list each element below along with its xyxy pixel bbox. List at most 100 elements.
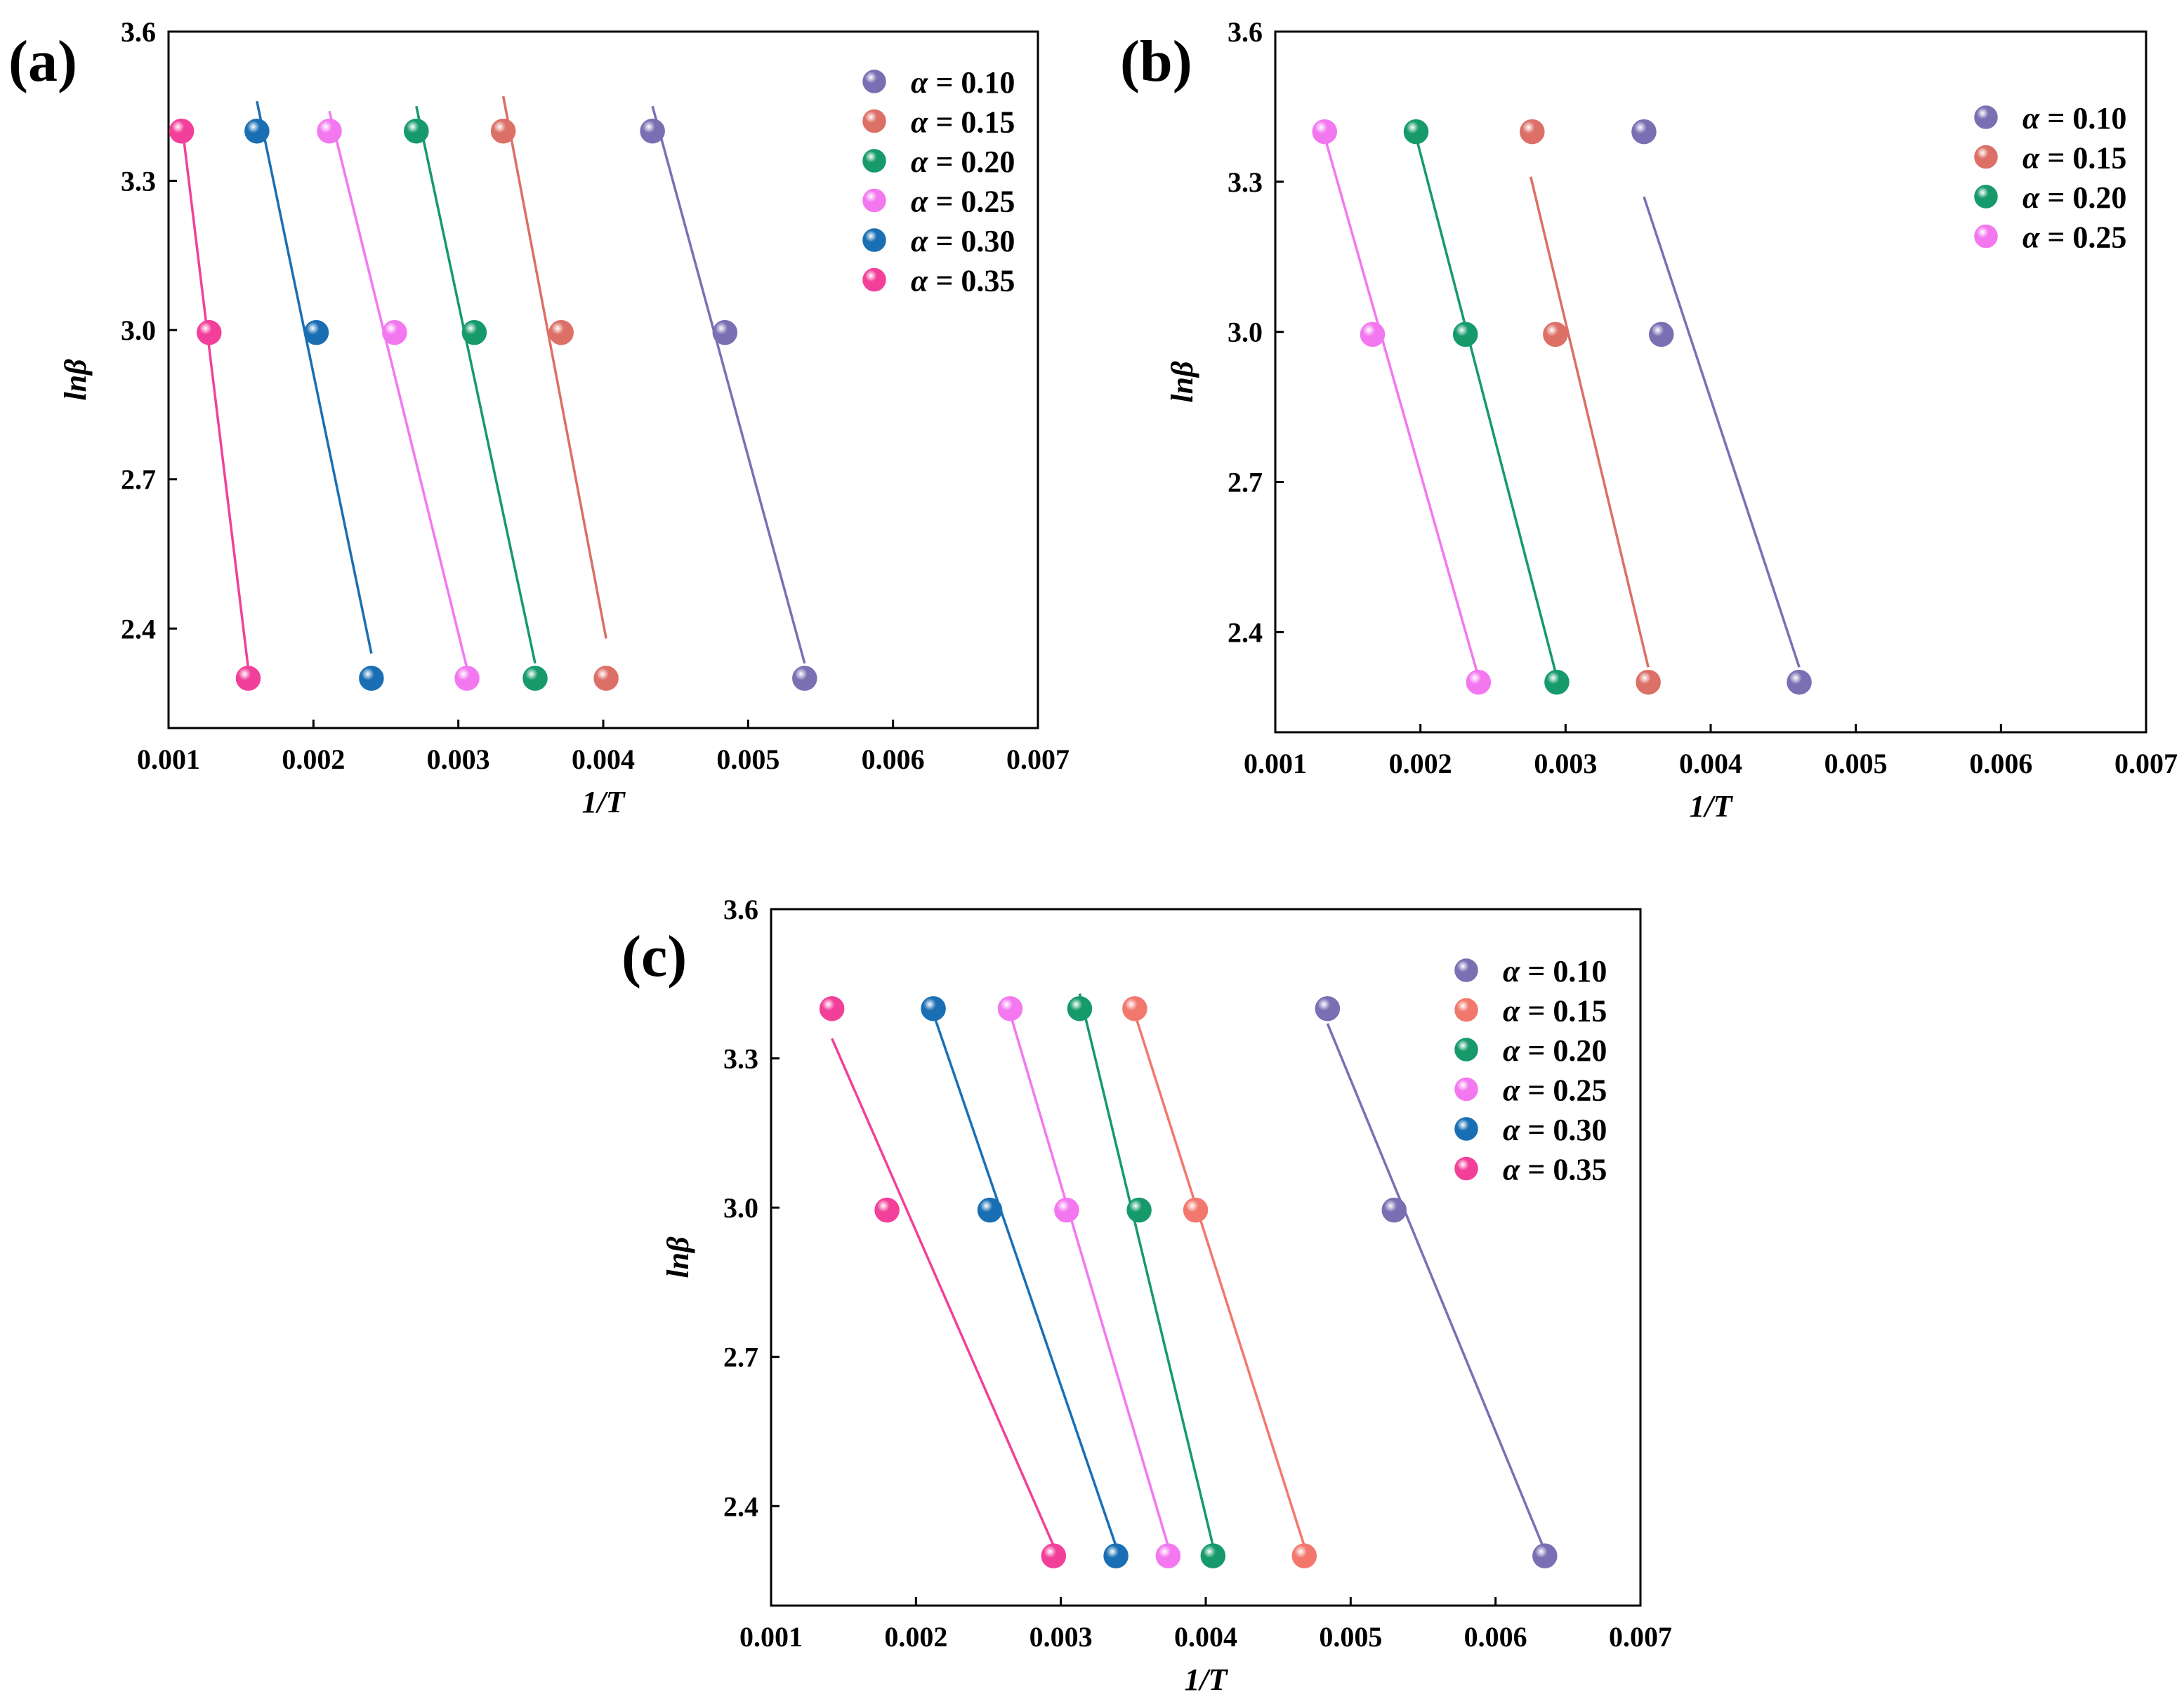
fit-line <box>1323 136 1480 678</box>
data-point <box>1787 669 1812 695</box>
y-tick-label: 2.7 <box>121 464 156 496</box>
data-point <box>1544 669 1570 695</box>
data-point <box>1183 1197 1209 1223</box>
data-point <box>1126 1197 1152 1223</box>
x-tick-label: 0.007 <box>2114 748 2178 779</box>
data-point <box>1520 119 1545 145</box>
data-point <box>1452 322 1478 348</box>
x-tick-label: 0.006 <box>862 743 925 775</box>
legend-label: α = 0.20 <box>2022 180 2126 215</box>
legend-label: α = 0.15 <box>911 105 1015 140</box>
data-point <box>169 118 195 144</box>
x-axis-title: 1/T <box>1689 789 1733 824</box>
data-point <box>1122 996 1147 1021</box>
data-point <box>1067 996 1093 1021</box>
data-point <box>317 118 342 144</box>
x-tick-label: 0.002 <box>1389 748 1452 779</box>
data-point <box>461 319 487 345</box>
legend-label: α = 0.30 <box>911 224 1015 258</box>
data-point <box>382 319 407 345</box>
y-tick-label: 3.6 <box>121 16 156 48</box>
x-tick-label: 0.004 <box>572 743 635 775</box>
y-tick-label: 3.0 <box>723 1192 758 1224</box>
data-point <box>1315 996 1341 1021</box>
legend-marker <box>1454 1038 1478 1062</box>
legend-marker <box>1974 145 1998 169</box>
data-point <box>1532 1543 1558 1568</box>
fit-line <box>180 121 250 669</box>
x-tick-label: 0.007 <box>1006 743 1070 775</box>
legend-marker <box>862 267 886 292</box>
data-point <box>1466 669 1492 695</box>
legend-label: α = 0.35 <box>1503 1153 1607 1187</box>
data-point <box>1403 119 1429 145</box>
data-point <box>593 666 619 691</box>
y-tick-label: 2.4 <box>723 1490 758 1522</box>
legend-label: α = 0.15 <box>2022 141 2126 176</box>
data-point <box>1041 1543 1067 1568</box>
data-point <box>997 996 1023 1021</box>
data-point <box>244 118 270 144</box>
y-tick-label: 3.3 <box>121 166 156 197</box>
data-point <box>1381 1197 1407 1223</box>
legend-marker <box>1974 105 1998 129</box>
panel-a: (a) 0.001 0.002 0.003 0.004 0.005 0.006 0.007 2… <box>8 16 1070 819</box>
x-tick-label: 0.004 <box>1679 748 1742 779</box>
fit-line <box>1326 1023 1546 1552</box>
panel-b: (b) 0.001 0.002 0.003 0.004 0.005 0.006 0.007 2… <box>1120 16 2178 824</box>
x-tick-label: 0.003 <box>427 743 490 775</box>
y-tick-label: 3.6 <box>723 894 758 925</box>
data-point <box>1543 322 1568 348</box>
legend-label: α = 0.25 <box>2022 220 2126 255</box>
legend-marker <box>862 149 886 173</box>
legend-label: α = 0.15 <box>1503 994 1607 1029</box>
legend-label: α = 0.20 <box>911 145 1015 179</box>
x-tick-label: 0.003 <box>1029 1621 1093 1653</box>
y-tick-label: 3.3 <box>723 1043 758 1075</box>
data-point <box>490 118 516 144</box>
data-point <box>1054 1197 1079 1223</box>
legend-marker <box>1974 185 1998 209</box>
fit-line <box>328 110 468 669</box>
data-point <box>819 996 845 1021</box>
data-point <box>235 666 261 691</box>
fit-line <box>415 105 537 664</box>
data-point <box>454 666 480 691</box>
x-axis-title: 1/T <box>581 785 626 819</box>
fit-line <box>1133 1013 1305 1547</box>
data-point <box>977 1197 1003 1223</box>
data-point <box>359 666 384 691</box>
data-point <box>1360 322 1386 348</box>
data-point <box>1103 1543 1129 1568</box>
legend-marker <box>862 228 886 252</box>
legend-marker <box>1454 998 1478 1022</box>
panel-label: (a) <box>8 29 77 94</box>
legend-marker <box>862 70 886 93</box>
fit-line <box>1643 196 1801 668</box>
x-tick-label: 0.006 <box>1969 748 2032 779</box>
legend-label: α = 0.25 <box>1503 1073 1607 1108</box>
data-point <box>921 996 946 1021</box>
x-tick-label: 0.001 <box>739 1621 803 1653</box>
data-point <box>1291 1543 1317 1568</box>
panel-label: (b) <box>1120 29 1192 94</box>
legend-marker <box>1454 1156 1478 1181</box>
legend-label: α = 0.25 <box>911 185 1015 219</box>
x-tick-label: 0.005 <box>716 743 779 775</box>
x-tick-label: 0.002 <box>884 1621 947 1653</box>
fit-line <box>256 100 373 654</box>
data-point <box>1200 1543 1226 1568</box>
data-point <box>1631 119 1657 145</box>
chart-a: 0.001 0.002 0.003 0.004 0.005 0.006 0.007 2.4 2.… <box>58 16 1070 819</box>
data-point <box>712 319 738 345</box>
data-point <box>1648 322 1674 348</box>
legend-label: α = 0.30 <box>1503 1113 1607 1147</box>
x-tick-label: 0.005 <box>1319 1621 1382 1653</box>
panel-c: (c) 0.001 0.002 0.003 0.004 0.005 0.006 0.007 2… <box>621 894 1672 1697</box>
x-tick-label: 0.006 <box>1464 1621 1527 1653</box>
y-axis-title: lnβ <box>661 1236 695 1278</box>
y-axis-title: lnβ <box>58 359 93 401</box>
fit-line <box>831 1038 1055 1547</box>
x-tick-label: 0.003 <box>1534 748 1597 779</box>
